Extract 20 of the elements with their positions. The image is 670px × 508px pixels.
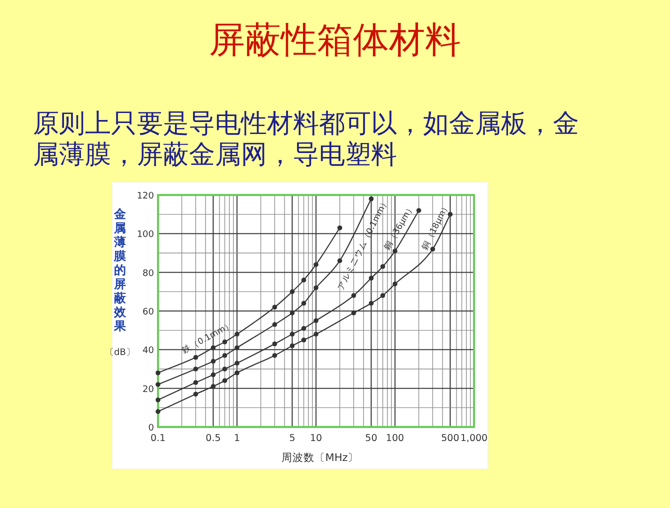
x-tick-label: 10: [310, 433, 322, 444]
chart-subtitle: 原则上只要是导电性材料都可以，如金属板，金属薄膜，屏蔽金属网，导电塑料: [33, 109, 580, 171]
x-tick-label: 1: [234, 433, 240, 444]
x-tick-label: 50: [365, 433, 378, 444]
x-tick-label: 5: [289, 433, 296, 444]
y-tick-label: 60: [142, 308, 154, 318]
x-tick-label: 500: [441, 433, 460, 444]
x-tick-label: 0.5: [206, 433, 221, 444]
y-tick-label: 0: [148, 424, 154, 434]
x-axis-title: 周波数〔MHz〕: [281, 451, 359, 464]
x-tick-label: 1,000: [460, 433, 488, 444]
chart-title: 屏蔽性箱体材料: [208, 19, 462, 63]
x-tick-label: 100: [386, 433, 404, 444]
text: 金属薄膜的屏蔽效果〔dB〕: [105, 207, 135, 358]
y-tick-label: 40: [142, 346, 154, 356]
y-tick-label: 80: [142, 268, 154, 279]
y-tick-label: 100: [136, 230, 154, 240]
y-tick-label: 20: [142, 384, 154, 395]
y-tick-label: 120: [136, 192, 154, 202]
x-tick-label: 0.1: [150, 433, 166, 444]
